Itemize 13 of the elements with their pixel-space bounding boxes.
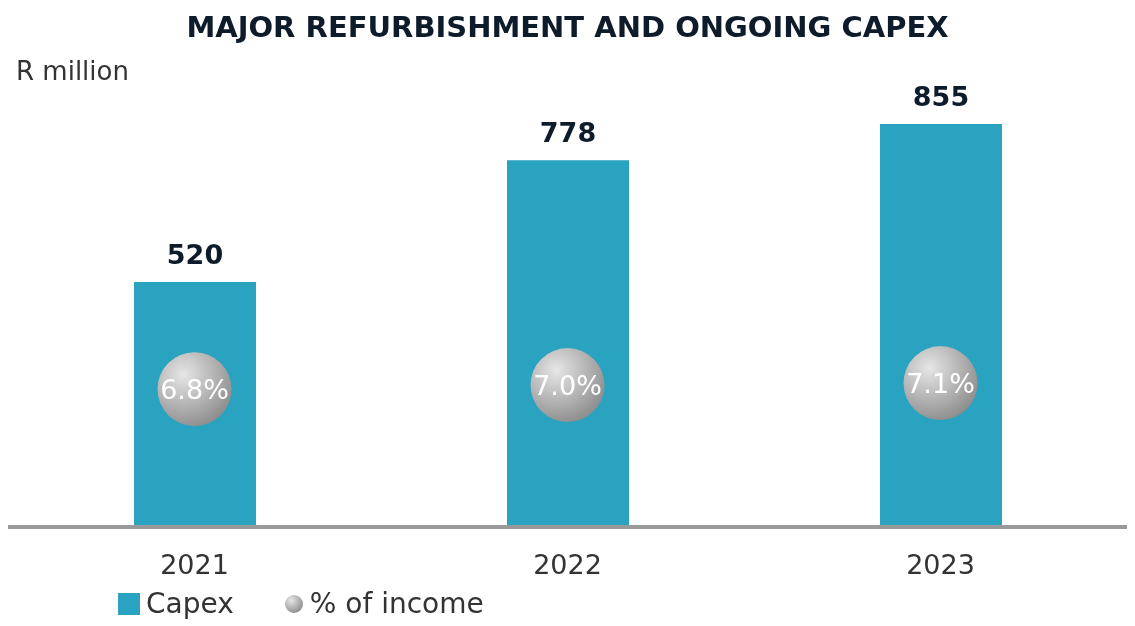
legend-label: Capex — [145, 587, 234, 620]
data-label: 855 — [912, 81, 970, 112]
data-label: 7.0% — [533, 370, 602, 402]
legend-label: % of income — [308, 587, 484, 620]
x-tick-label: 2023 — [906, 549, 975, 581]
data-label: 778 — [539, 117, 597, 149]
y-axis-title: R million — [16, 56, 129, 86]
chart-title: MAJOR REFURBISHMENT AND ONGOING CAPEX — [185, 9, 950, 46]
data-label: 520 — [166, 238, 224, 270]
x-tick-label: 2022 — [533, 549, 602, 581]
x-tick-label: 2021 — [160, 549, 229, 581]
data-label: 6.8% — [160, 374, 229, 406]
data-label: 7.1% — [906, 368, 975, 400]
